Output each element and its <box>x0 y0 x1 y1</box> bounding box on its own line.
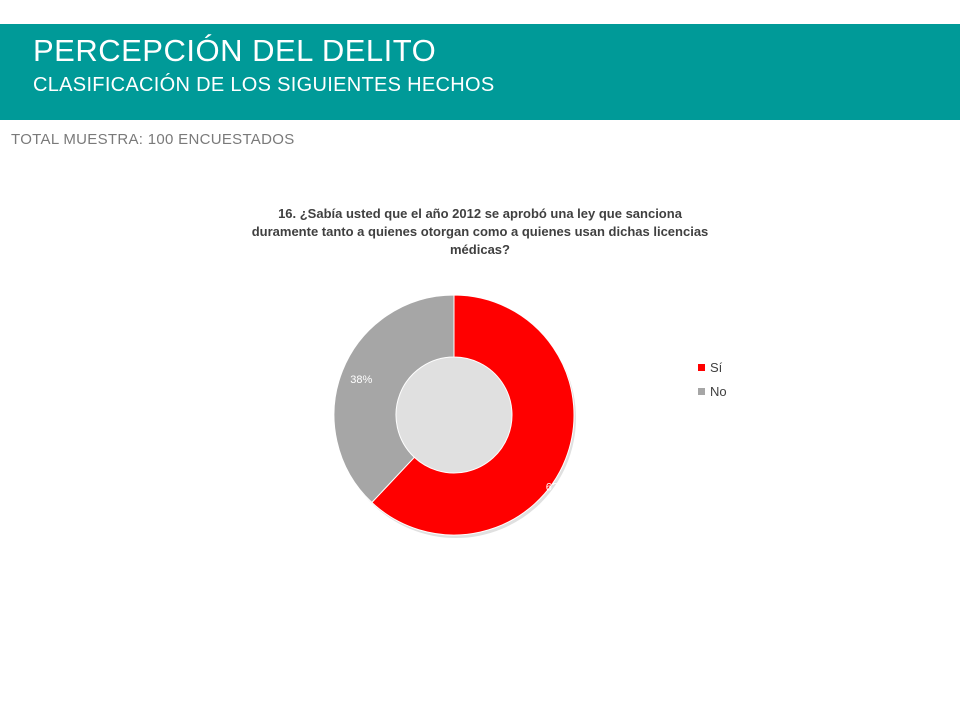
page-subtitle: CLASIFICACIÓN DE LOS SIGUIENTES HECHOS <box>33 74 495 96</box>
donut-slice-si <box>371 294 575 536</box>
legend-swatch-si <box>698 363 705 371</box>
chart-legend: Sí No <box>698 358 727 406</box>
chart-title-line-1: 16. ¿Sabía usted que el año 2012 se apro… <box>278 206 682 221</box>
chart-title: 16. ¿Sabía usted que el año 2012 se apro… <box>190 205 770 259</box>
legend-item-no: No <box>698 382 727 400</box>
header-band <box>0 24 960 120</box>
legend-swatch-no <box>698 387 705 395</box>
data-label-no: 38% <box>350 374 372 386</box>
chart-title-line-2: duramente tanto a quienes otorgan como a… <box>251 224 709 239</box>
donut-slice-no <box>333 294 455 504</box>
legend-label-no: No <box>710 383 727 399</box>
legend-item-si: Sí <box>698 358 727 376</box>
page-title: PERCEPCIÓN DEL DELITO <box>33 33 437 68</box>
legend-label-si: Sí <box>710 359 723 375</box>
donut-chart: 62% 38% <box>333 294 576 538</box>
data-label-si: 62% <box>546 482 568 494</box>
sample-size-note: TOTAL MUESTRA: 100 ENCUESTADOS <box>11 131 295 148</box>
chart-title-line-3: médicas? <box>450 242 510 257</box>
